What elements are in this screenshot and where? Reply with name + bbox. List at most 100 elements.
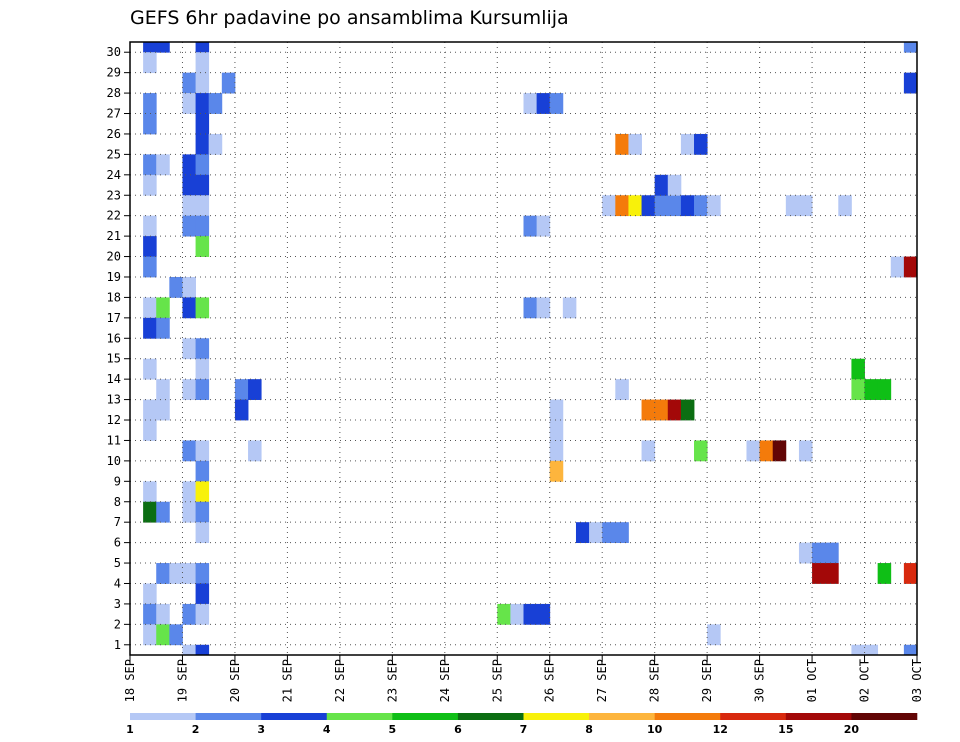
y-tick-label: 9 [114,474,121,488]
y-tick-label: 17 [107,311,121,325]
precip-cell [195,42,210,53]
precip-cell [602,195,616,217]
precip-cell [195,358,210,380]
precip-cell [156,603,170,625]
precip-cell [156,379,170,400]
precip-cell [195,379,210,400]
y-tick-label: 13 [107,393,121,407]
precip-cell [864,379,879,400]
precip-cell [208,133,223,155]
precip-cell [182,195,196,217]
y-tick-label: 8 [114,495,121,509]
precip-cell [195,72,210,94]
y-tick-label: 19 [107,270,121,284]
precip-cell [772,440,787,462]
precip-cell [851,379,865,400]
precip-cell [825,542,839,564]
x-tick-label: 22 SEP [333,659,347,702]
precip-cell [654,399,669,421]
precip-cell [602,522,616,544]
y-tick-label: 27 [107,107,121,121]
precip-cell [156,563,170,584]
precip-cell [641,195,656,217]
precip-cell [641,440,656,462]
colorbar-label: 12 [713,723,728,736]
precip-cell [143,154,157,176]
precip-cell [195,113,210,135]
precip-cell [694,133,708,155]
precip-cell [182,297,196,319]
precip-cell [143,624,157,646]
precip-cell [195,481,210,503]
precip-cell [510,603,524,625]
colorbar-swatch [392,713,459,720]
precip-cell [890,256,905,278]
colorbar-label: 7 [520,723,528,736]
precip-cell [169,563,183,584]
y-tick-label: 30 [107,45,121,59]
precip-cell [195,460,210,482]
precip-cell [575,522,590,544]
y-tick-label: 5 [114,556,121,570]
precip-cell [798,440,813,462]
precip-cell [707,195,721,217]
x-tick-label: 25 SEP [490,659,504,702]
precip-cell [156,624,170,646]
precip-cell [195,297,210,319]
precip-cell [549,93,564,114]
y-tick-label: 2 [114,617,121,631]
colorbar-swatch [195,713,262,720]
precip-cell [195,154,210,176]
precip-cell [497,603,511,625]
precip-cell [195,52,210,74]
precip-cell [234,399,249,421]
colorbar-label: 6 [454,723,462,736]
precip-cell [615,379,629,400]
precip-cell [182,338,196,360]
precip-cell [182,440,196,462]
y-tick-label: 16 [107,331,121,345]
precip-cell [523,93,538,114]
precip-cell [182,215,196,237]
precip-cell [156,154,170,176]
precip-cell [523,297,538,319]
x-tick-label: 03 OCT [910,659,924,702]
x-tick-label: 19 SEP [175,659,189,702]
x-tick-label: 29 SEP [700,659,714,702]
precip-cell [143,317,157,339]
precip-cell [195,583,210,605]
precip-cell [536,215,551,237]
precip-cell [195,195,210,217]
colorbar-label: 1 [126,723,134,736]
precip-cell [169,624,183,646]
precip-cell [143,583,157,605]
x-tick-label: 01 OCT [805,659,819,702]
precip-cell [143,236,157,257]
x-tick-label: 20 SEP [228,659,242,702]
precip-cell [143,481,157,503]
colorbar-label: 15 [778,723,793,736]
precip-cell [680,399,695,421]
precip-cell [812,542,826,564]
precip-cell [615,522,629,544]
x-tick-label: 26 SEP [543,659,557,702]
y-tick-label: 18 [107,290,121,304]
y-tick-label: 23 [107,188,121,202]
colorbar-label: 10 [647,723,663,736]
precip-cell [182,174,196,196]
precip-cell [143,501,157,523]
plot-frame [129,41,918,656]
precip-cell [877,379,892,400]
precip-cell [536,297,551,319]
colorbar-legend: 1 2 3 4 5 6 7 8 10 12 15 20 [126,713,918,736]
grid-lines [130,42,917,655]
colorbar-label: 5 [389,723,397,736]
precip-cell [694,440,708,462]
precip-cell [903,42,918,53]
colorbar-swatch [130,713,196,720]
precip-cell [615,133,629,155]
precip-cell [825,563,839,584]
colorbar-swatch [654,713,721,720]
precip-cell [182,154,196,176]
precip-cell [641,399,656,421]
